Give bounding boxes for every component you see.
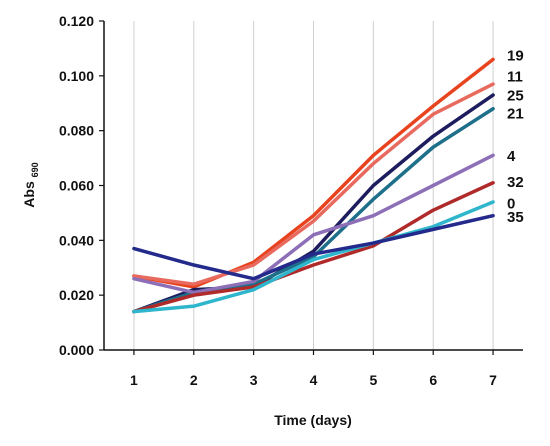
series-line-32 [132,181,495,314]
x-tick-label-5: 5 [369,372,377,388]
series-line-11 [132,82,495,286]
y-tick-label-3: 0.060 [59,178,94,194]
y-axis-title-subscript: 690 [30,162,40,177]
x-tick-label-2: 2 [190,372,198,388]
series-line-0 [132,200,495,314]
y-axis-title: Abs 690 [21,162,40,207]
y-tick-label-1: 0.020 [59,287,94,303]
x-tick-label-7: 7 [489,372,497,388]
x-axis-title: Time (days) [274,412,352,428]
series-line-19 [132,57,495,289]
y-tick-label-5: 0.100 [59,68,94,84]
series-label-4: 4 [507,148,516,165]
series-line-4 [132,153,495,295]
series-line-35 [132,213,495,281]
y-tick-label-4: 0.080 [59,123,94,139]
x-tick-label-4: 4 [310,372,318,388]
grid-layer [133,21,494,350]
ticks-layer: 0.000 0.020 0.040 0.060 0.080 0.100 0.120 1 2 3 4 5… [59,13,497,388]
series-label-11: 11 [507,68,523,85]
y-axis-title-main: Abs [21,181,37,208]
series-layer [132,57,495,314]
x-tick-label-3: 3 [250,372,258,388]
series-label-25: 25 [507,88,524,105]
series-label-32: 32 [507,174,524,191]
series-label-21: 21 [507,106,524,123]
series-label-35: 35 [507,209,524,226]
x-tick-label-1: 1 [130,372,138,388]
series-label-19: 19 [507,47,524,64]
x-tick-label-6: 6 [429,372,437,388]
series-line-25 [132,93,495,314]
y-tick-label-2: 0.040 [59,232,94,248]
y-tick-label-6: 0.120 [59,13,94,29]
y-tick-label-0: 0.000 [59,342,94,358]
series-label-0: 0 [507,195,515,212]
